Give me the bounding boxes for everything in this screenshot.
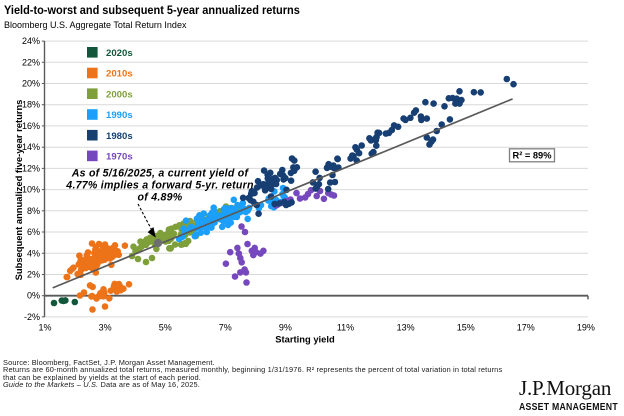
svg-text:4.77% implies a forward 5-yr.: 4.77% implies a forward 5-yr. return xyxy=(65,180,254,192)
svg-text:19%: 19% xyxy=(577,323,595,333)
svg-text:18%: 18% xyxy=(22,100,40,110)
svg-text:16%: 16% xyxy=(22,121,40,131)
svg-text:2%: 2% xyxy=(27,270,40,280)
svg-text:2020s: 2020s xyxy=(106,48,133,59)
svg-text:24%: 24% xyxy=(22,36,40,46)
svg-text:1990s: 1990s xyxy=(106,110,133,121)
svg-text:As of 5/16/2025, a current yie: As of 5/16/2025, a current yield of xyxy=(71,168,250,180)
svg-text:1%: 1% xyxy=(38,323,51,333)
svg-text:7%: 7% xyxy=(219,323,232,333)
svg-text:12%: 12% xyxy=(22,163,40,173)
svg-text:15%: 15% xyxy=(457,323,475,333)
svg-text:5%: 5% xyxy=(159,323,172,333)
svg-text:R² = 89%: R² = 89% xyxy=(512,151,552,161)
svg-text:2000s: 2000s xyxy=(106,89,133,100)
svg-text:22%: 22% xyxy=(22,57,40,67)
svg-text:Starting yield: Starting yield xyxy=(275,334,335,345)
svg-text:4%: 4% xyxy=(27,248,40,258)
svg-text:10%: 10% xyxy=(22,185,40,195)
svg-text:6%: 6% xyxy=(27,227,40,237)
svg-text:8%: 8% xyxy=(27,206,40,216)
svg-text:1980s: 1980s xyxy=(106,131,133,142)
svg-text:9%: 9% xyxy=(279,323,292,333)
svg-text:20%: 20% xyxy=(22,79,40,89)
svg-text:0%: 0% xyxy=(27,291,40,301)
svg-text:-2%: -2% xyxy=(24,312,40,322)
svg-text:3%: 3% xyxy=(99,323,112,333)
svg-text:Subsequent annualized five-yea: Subsequent annualized five-year returns xyxy=(13,100,24,281)
svg-text:2010s: 2010s xyxy=(106,69,133,80)
svg-text:11%: 11% xyxy=(337,323,354,333)
svg-text:17%: 17% xyxy=(517,323,535,333)
svg-text:13%: 13% xyxy=(397,323,415,333)
svg-text:14%: 14% xyxy=(22,142,40,152)
svg-text:1970s: 1970s xyxy=(106,152,133,163)
svg-text:of 4.89%: of 4.89% xyxy=(138,192,183,204)
